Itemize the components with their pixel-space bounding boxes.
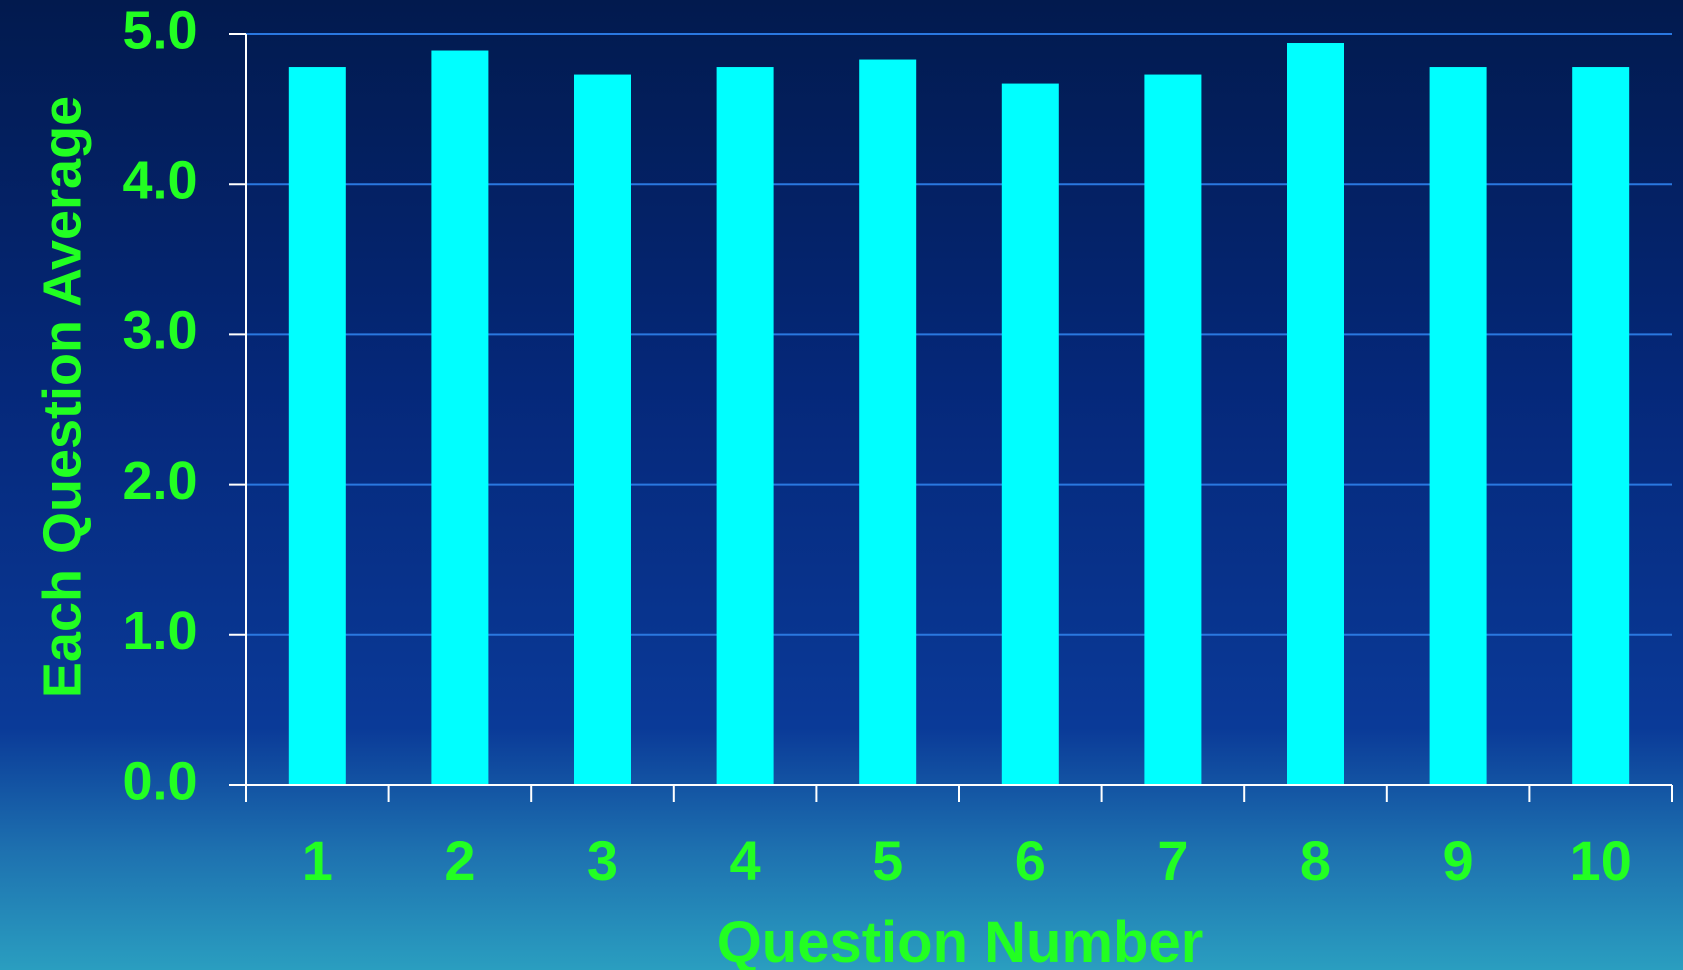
bar xyxy=(1144,74,1202,785)
bar xyxy=(574,74,631,785)
x-tick-label: 9 xyxy=(1443,829,1474,892)
y-tick-label: 3.0 xyxy=(122,301,197,361)
x-tick-label: 1 xyxy=(302,829,333,892)
bar xyxy=(1572,67,1630,785)
bar xyxy=(1001,83,1059,786)
bar xyxy=(288,67,346,785)
bar xyxy=(431,50,489,786)
y-tick-label: 4.0 xyxy=(122,150,197,210)
x-tick-label: 2 xyxy=(444,829,475,892)
bar xyxy=(859,59,917,786)
axes xyxy=(229,33,1673,802)
x-tick-label: 3 xyxy=(587,829,618,892)
y-tick-label: 1.0 xyxy=(122,601,197,661)
x-tick-label: 6 xyxy=(1015,829,1046,892)
y-tick-labels: 0.0 1.0 2.0 3.0 4.0 5.0 xyxy=(122,0,197,811)
x-tick-label: 8 xyxy=(1300,829,1331,892)
x-axis-title: Question Number xyxy=(717,910,1204,970)
y-tick-label: 5.0 xyxy=(122,0,197,60)
bars xyxy=(288,43,1630,786)
bar xyxy=(1429,67,1487,785)
x-tick-label: 7 xyxy=(1157,829,1188,892)
x-tick-label: 10 xyxy=(1570,829,1632,892)
y-axis-title: Each Question Average xyxy=(32,96,92,698)
y-tick-label: 2.0 xyxy=(122,451,197,511)
x-tick-label: 5 xyxy=(872,829,903,892)
x-tick-labels: 1 2 3 4 5 6 7 8 9 10 xyxy=(302,829,1632,892)
y-tick-label: 0.0 xyxy=(122,751,197,811)
bar xyxy=(1287,43,1344,785)
x-tick-label: 4 xyxy=(730,829,761,892)
bar xyxy=(716,67,774,785)
